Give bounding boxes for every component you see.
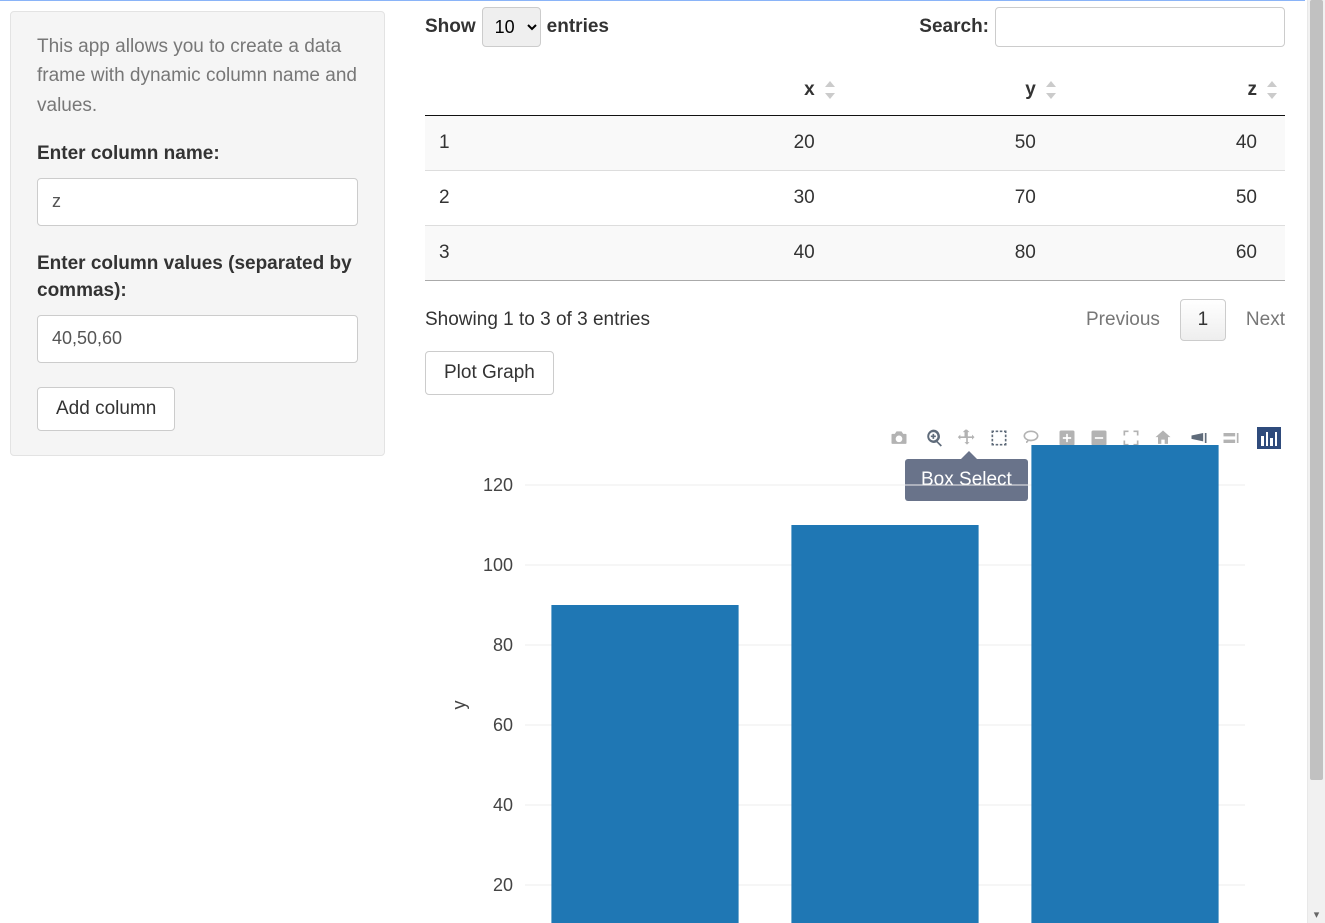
- table-row: 3408060: [425, 226, 1285, 281]
- pager-next[interactable]: Next: [1246, 309, 1285, 331]
- col-header-x[interactable]: x: [622, 65, 843, 116]
- svg-text:120: 120: [483, 475, 513, 495]
- main-panel: Show 10 entries Search: xyz 120504023070…: [395, 1, 1305, 923]
- colvals-label: Enter column values (separated by commas…: [37, 250, 358, 305]
- row-index-header[interactable]: [425, 65, 622, 116]
- table-cell: 40: [622, 226, 843, 281]
- table-cell: 60: [1064, 226, 1285, 281]
- svg-text:40: 40: [493, 795, 513, 815]
- scroll-down-icon[interactable]: ▾: [1308, 905, 1325, 923]
- sort-icon[interactable]: [1046, 81, 1058, 99]
- sidebar-help-text: This app allows you to create a data fra…: [37, 32, 358, 120]
- datatable-info: Showing 1 to 3 of 3 entries: [425, 309, 650, 331]
- sort-icon[interactable]: [1267, 81, 1279, 99]
- data-table: xyz 120504023070503408060: [425, 65, 1285, 281]
- col-header-z[interactable]: z: [1064, 65, 1285, 116]
- scrollbar-thumb[interactable]: [1310, 0, 1323, 780]
- table-cell: 50: [1064, 171, 1285, 226]
- search-label: Search:: [919, 16, 989, 38]
- table-cell: 80: [843, 226, 1064, 281]
- table-row: 1205040: [425, 116, 1285, 171]
- table-cell: 2: [425, 171, 622, 226]
- datatable-search: Search:: [919, 7, 1285, 47]
- colname-label: Enter column name:: [37, 140, 358, 168]
- svg-text:100: 100: [483, 555, 513, 575]
- svg-text:20: 20: [493, 875, 513, 895]
- length-prefix: Show: [425, 16, 476, 38]
- bar-chart[interactable]: 20 40 60 80 100 120 y: [425, 425, 1285, 923]
- chart-area: Box Select 20406080100120y: [425, 425, 1285, 923]
- datatable-length: Show 10 entries: [425, 7, 609, 47]
- sidebar: This app allows you to create a data fra…: [0, 1, 395, 923]
- svg-text:60: 60: [493, 715, 513, 735]
- sort-icon[interactable]: [825, 81, 837, 99]
- table-cell: 40: [1064, 116, 1285, 171]
- datatable-footer: Showing 1 to 3 of 3 entries Previous 1 N…: [425, 299, 1285, 341]
- sidebar-well: This app allows you to create a data fra…: [10, 11, 385, 456]
- colvals-input[interactable]: [37, 315, 358, 363]
- add-column-button[interactable]: Add column: [37, 387, 175, 431]
- table-cell: 50: [843, 116, 1064, 171]
- vertical-scrollbar[interactable]: ▴ ▾: [1307, 0, 1325, 923]
- table-cell: 20: [622, 116, 843, 171]
- length-select[interactable]: 10: [482, 7, 541, 47]
- table-cell: 1: [425, 116, 622, 171]
- pager-prev[interactable]: Previous: [1086, 309, 1160, 331]
- table-cell: 3: [425, 226, 622, 281]
- svg-text:y: y: [449, 701, 469, 710]
- length-suffix: entries: [547, 16, 609, 38]
- pager-page-1[interactable]: 1: [1180, 299, 1226, 341]
- table-cell: 70: [843, 171, 1064, 226]
- datatable-controls: Show 10 entries Search:: [425, 7, 1285, 47]
- plot-graph-button[interactable]: Plot Graph: [425, 351, 554, 395]
- svg-text:80: 80: [493, 635, 513, 655]
- table-cell: 30: [622, 171, 843, 226]
- table-row: 2307050: [425, 171, 1285, 226]
- search-input[interactable]: [995, 7, 1285, 47]
- col-header-y[interactable]: y: [843, 65, 1064, 116]
- datatable-pager: Previous 1 Next: [1086, 299, 1285, 341]
- colname-input[interactable]: [37, 178, 358, 226]
